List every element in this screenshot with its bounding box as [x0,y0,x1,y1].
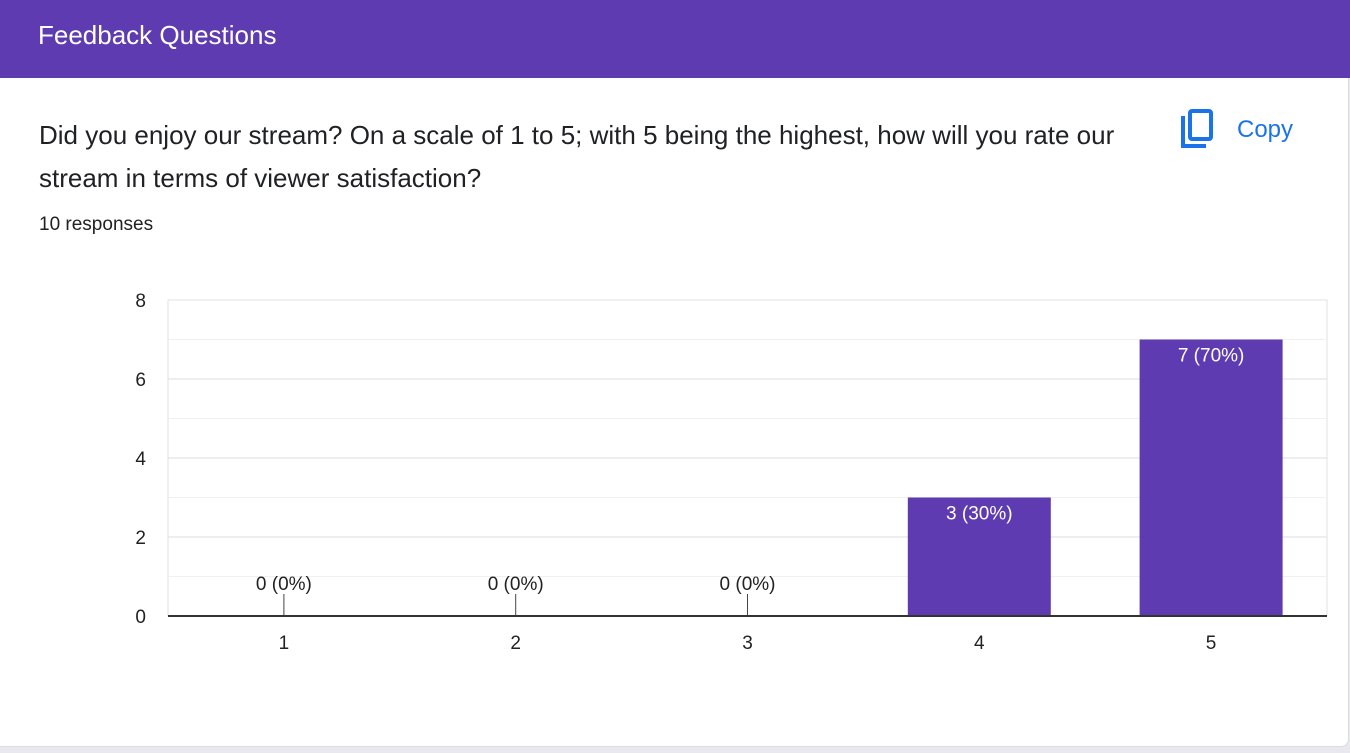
x-tick-label: 4 [974,633,985,654]
y-tick-label: 0 [135,607,146,628]
copy-icon [1178,108,1218,152]
bar-chart: 0 2 4 6 8 0 (0%) 1 0 (0%) 2 0 (0%) 3 3 (30%) 4 7 (70%… [135,291,1328,654]
question-card: Did you enjoy our stream? On a scale of … [0,78,1349,747]
y-tick-label: 6 [135,370,146,391]
y-tick-label: 4 [135,449,146,470]
bar-data-label: 0 (0%) [488,574,544,595]
bar [907,497,1051,616]
copy-label: Copy [1237,116,1294,143]
response-count: 10 responses [39,214,154,235]
header-bar: Feedback Questions [0,0,1350,78]
x-tick-label: 1 [279,633,290,654]
bar-data-label: 0 (0%) [720,574,776,595]
y-tick-label: 2 [135,528,146,549]
bar-data-label: 3 (30%) [946,504,1013,525]
bar [1139,339,1283,616]
question-text: Did you enjoy our stream? On a scale of … [39,120,1115,193]
copy-button[interactable]: Copy [1178,108,1313,152]
header-title: Feedback Questions [38,20,277,50]
x-tick-label: 5 [1206,633,1217,654]
y-tick-label: 8 [135,291,146,312]
x-tick-label: 3 [742,633,753,654]
bar-data-label: 0 (0%) [256,574,312,595]
bar-data-label: 7 (70%) [1178,346,1245,367]
x-tick-label: 2 [510,633,521,654]
